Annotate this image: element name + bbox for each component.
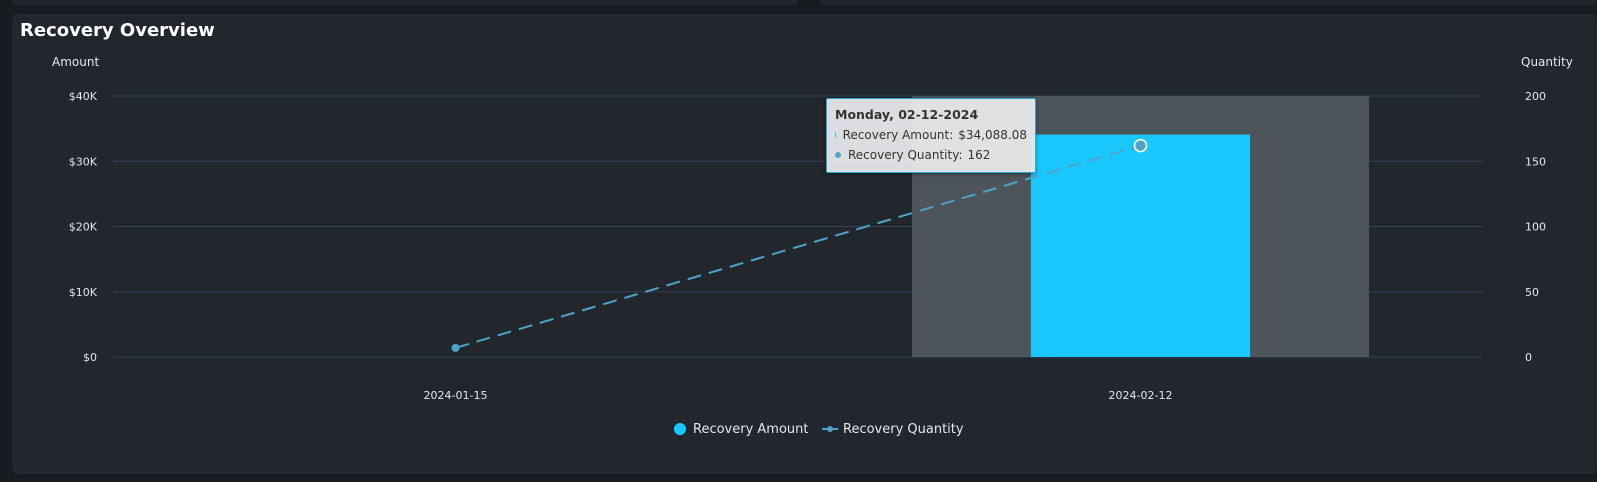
legend-marker-icon: [827, 426, 833, 432]
left-tick-label: $0: [83, 351, 97, 364]
chart-tooltip: Monday, 02-12-2024 Recovery Amount: $34,…: [826, 98, 1036, 173]
tooltip-label: Recovery Quantity:: [848, 148, 963, 162]
legend-item-recovery-amount[interactable]: Recovery Amount: [674, 422, 809, 437]
tooltip-bullet-icon: [835, 152, 841, 158]
tooltip-value: $34,088.08: [958, 128, 1027, 142]
tooltip-label: Recovery Amount:: [842, 128, 954, 142]
right-axis: 0 50 100 150 200: [1525, 90, 1546, 364]
legend-label-quantity: Recovery Quantity: [843, 422, 964, 437]
right-tick-label: 0: [1525, 351, 1532, 364]
legend-item-recovery-quantity[interactable]: Recovery Quantity: [822, 422, 964, 437]
left-tick-label: $40K: [69, 90, 98, 103]
bar-recovery-amount[interactable]: [1030, 134, 1251, 357]
legend[interactable]: Recovery Amount Recovery Quantity: [674, 422, 964, 437]
tooltip-bullet-icon: [835, 132, 836, 138]
adjacent-panel-right-edge: [820, 0, 1597, 5]
tooltip-value: 162: [967, 148, 991, 162]
quantity-line[interactable]: [451, 138, 1148, 352]
legend-label-amount: Recovery Amount: [693, 422, 809, 437]
quantity-point[interactable]: [451, 343, 460, 352]
quantity-point-highlighted[interactable]: [1133, 138, 1148, 153]
tooltip-title: Monday, 02-12-2024: [835, 107, 979, 122]
adjacent-panel-left-edge: [12, 0, 798, 5]
left-tick-label: $10K: [69, 286, 98, 299]
right-tick-label: 200: [1525, 90, 1546, 103]
panel-title: Recovery Overview: [20, 20, 215, 41]
right-axis-title: Quantity: [1521, 55, 1573, 69]
x-tick-label: 2024-02-12: [1109, 389, 1173, 402]
quantity-line-path: [455, 144, 1141, 349]
left-tick-label: $20K: [69, 221, 98, 234]
right-tick-label: 150: [1525, 155, 1546, 168]
tooltip-row-amount: Recovery Amount: $34,088.08: [835, 128, 1027, 142]
left-tick-label: $30K: [69, 155, 98, 168]
x-tick-label: 2024-01-15: [424, 389, 488, 402]
legend-dot-icon: [674, 423, 686, 435]
left-axis: $0 $10K $20K $30K $40K: [69, 90, 98, 364]
left-axis-title: Amount: [52, 55, 99, 69]
tooltip-row-quantity: Recovery Quantity: 162: [835, 148, 1027, 162]
right-tick-label: 50: [1525, 286, 1539, 299]
right-tick-label: 100: [1525, 221, 1546, 234]
bars[interactable]: [1030, 134, 1251, 357]
x-axis: 2024-01-15 2024-02-12: [424, 389, 1173, 402]
